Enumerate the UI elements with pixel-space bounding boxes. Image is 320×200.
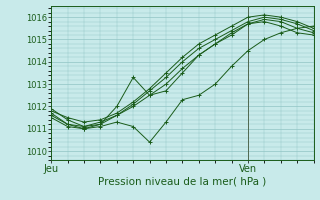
X-axis label: Pression niveau de la mer( hPa ): Pression niveau de la mer( hPa ): [98, 177, 267, 187]
